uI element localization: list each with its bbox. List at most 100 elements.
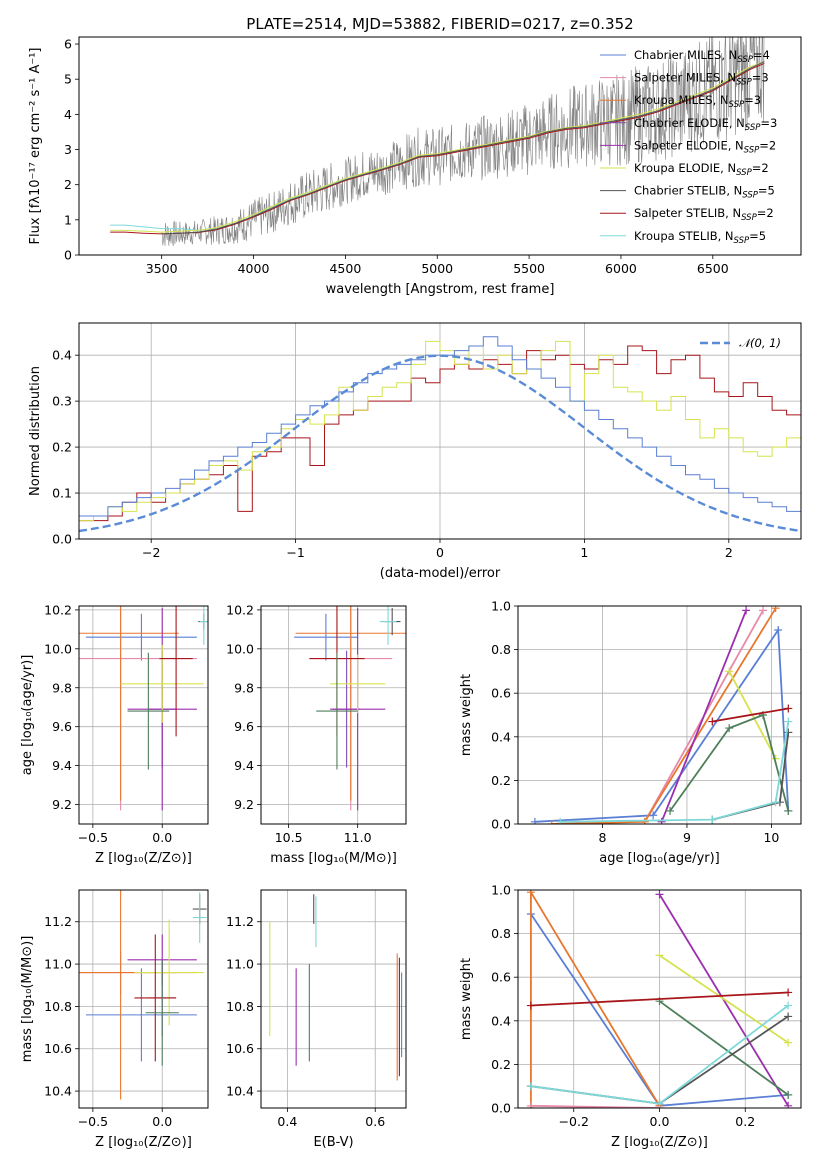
y-tick-label: 9.2 [234,797,254,812]
data-point [134,934,177,1062]
x-tick-label: 3500 [146,261,178,276]
y-tick-label: 0.8 [491,926,511,941]
plot-area [294,606,406,811]
data-point [127,652,170,770]
plus-marker [771,606,780,613]
plus-marker [708,717,717,726]
plus-marker [666,806,675,815]
y-tick-label: 2 [64,177,72,192]
plus-marker [784,988,793,997]
plus-marker [526,890,535,897]
plus-marker [784,717,793,726]
y-axis-label: Normed distribution [28,366,43,496]
data-point [199,606,208,645]
x-tick-label: 0.0 [152,1114,172,1129]
plus-marker [725,724,734,733]
legend-label: Kroupa MILES, NSSP=3 [634,93,761,110]
plot-area [79,606,208,811]
y-tick-label: 0.1 [52,486,72,501]
x-tick-label: 5000 [421,261,453,276]
y-tick-label: 6 [64,37,72,52]
y-axis-label: mass weight [459,674,474,756]
y-tick-label: 0.0 [491,817,511,832]
legend-label: Chabrier STELIB, NSSP=5 [634,184,775,201]
y-tick-label: 10.4 [226,1084,254,1099]
axes-frame [78,605,209,825]
weight-line [658,893,789,1107]
data-point [295,606,406,801]
y-tick-label: 9.4 [234,758,254,773]
y-tick-label: 11.2 [226,914,254,929]
data-point [159,606,193,737]
data-point [85,968,197,1062]
plus-marker [657,817,666,824]
weight-line [530,991,789,1007]
x-tick-label: 9 [683,830,691,845]
chart-massweight_vs_Z: −0.2 0.0 0.2 0.0 0.2 0.4 0.6 0.8 1.0 Z [log₁₀(Z/Z… [459,883,802,1150]
weight-line [534,627,790,823]
x-tick-label: 2 [725,545,733,560]
plus-marker [708,815,717,824]
plus-marker [784,806,793,815]
plus-marker [784,1001,793,1010]
plus-marker [640,817,649,824]
x-tick-label: 0.0 [152,830,172,845]
legend-label: Salpeter STELIB, NSSP=2 [634,206,774,223]
y-tick-label: 0.6 [491,970,511,985]
x-tick-label: 0.6 [365,1114,385,1129]
plus-marker [649,811,658,820]
x-tick-label: 0.0 [650,1114,670,1129]
data-point [120,644,204,723]
data-point [79,606,179,801]
y-tick-label: 0.2 [52,440,72,455]
x-tick-label: −0.5 [78,830,108,845]
weight-series [708,704,793,726]
x-tick-label: 8 [599,830,607,845]
axes-frame [78,36,802,256]
weight-series [655,951,793,1047]
plus-marker [758,606,767,615]
plus-marker [556,817,565,824]
y-tick-label: 11.2 [44,914,72,929]
y-tick-label: 9.6 [52,719,72,734]
x-axis-label: Z [log₁₀(Z/Z⊙)] [95,851,192,866]
plus-marker [742,606,751,615]
legend-label: 𝒩(0, 1) [739,336,781,350]
plus-marker [547,820,556,824]
plus-marker [784,1038,793,1047]
y-tick-label: 1 [64,212,72,227]
weight-line [560,721,790,823]
y-tick-label: 0.0 [52,532,72,547]
model-line [161,61,765,235]
plot-area [530,606,793,824]
y-tick-label: 0.8 [491,642,511,657]
axes-frame [517,889,802,1109]
observed-spectrum [161,37,765,247]
axes-frame [260,889,407,1109]
plus-marker [526,1101,535,1108]
x-axis-label: age [log₁₀(age/yr)] [599,851,720,866]
plus-marker [526,1001,535,1010]
x-tick-label: 4000 [238,261,270,276]
plus-marker [784,704,793,713]
y-tick-label: 9.8 [234,680,254,695]
plot-area [110,37,765,247]
x-axis-label: E(B-V) [313,1135,353,1150]
y-tick-label: 0.6 [491,686,511,701]
legend-label: Kroupa ELODIE, NSSP=2 [634,161,769,178]
plot-area [79,890,207,1100]
legend-label: Salpeter ELODIE, NSSP=2 [634,138,776,155]
data-point [294,613,358,661]
x-tick-label: 6000 [605,261,637,276]
x-tick-label: 10.5 [275,830,303,845]
plus-marker [784,1012,793,1021]
x-tick-label: 6500 [697,261,729,276]
y-tick-label: 10.8 [44,999,72,1014]
axes-frame [517,605,802,825]
y-tick-label: 9.4 [52,758,72,773]
plus-marker [725,667,734,676]
data-point [145,959,179,1066]
weight-line [712,732,790,821]
y-tick-label: 11.0 [226,957,254,972]
plot-area [269,894,403,1081]
